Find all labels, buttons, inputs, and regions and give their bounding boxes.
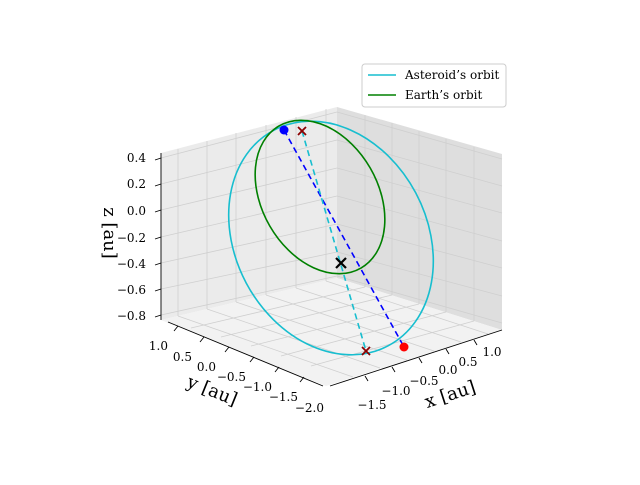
x-tick-mark bbox=[391, 366, 396, 373]
orbit-line bbox=[254, 119, 386, 275]
marker-earth-end bbox=[361, 346, 371, 356]
z-tick-label: 0.0 bbox=[127, 204, 146, 218]
grid-line bbox=[280, 311, 447, 357]
x-tick-label: −0.5 bbox=[409, 374, 438, 388]
y-tick-label: −1.0 bbox=[243, 380, 272, 394]
y-tick-mark bbox=[249, 356, 255, 363]
marker-asteroid-start bbox=[279, 125, 289, 135]
grid-line bbox=[160, 251, 338, 290]
z-tick-label: −0.8 bbox=[117, 309, 146, 323]
x-tick-mark bbox=[364, 375, 369, 382]
z-tick-mark bbox=[154, 183, 162, 187]
z-tick-mark bbox=[154, 209, 162, 213]
y-tick-label: 0.0 bbox=[197, 360, 216, 374]
y-tick-label: 0.5 bbox=[173, 350, 192, 364]
legend-label: Asteroid’s orbit bbox=[404, 68, 499, 82]
grid-line bbox=[160, 195, 338, 238]
grid-line bbox=[250, 303, 420, 347]
z-axis-title: z [au] bbox=[99, 207, 120, 259]
x-tick-label: 0.5 bbox=[458, 355, 477, 369]
grid-line bbox=[220, 294, 393, 338]
grid-line bbox=[160, 275, 338, 316]
connector-line bbox=[301, 130, 367, 352]
grid-line bbox=[160, 111, 338, 159]
position-markers bbox=[279, 125, 409, 356]
grid-line bbox=[206, 308, 381, 369]
marker-stroke bbox=[297, 126, 307, 136]
x-tick-label: 0.0 bbox=[438, 363, 457, 377]
marker-asteroid-end bbox=[399, 342, 409, 352]
z-tick-label: −0.2 bbox=[117, 231, 146, 245]
axis-lines bbox=[160, 153, 503, 387]
y-tick-label: −2.0 bbox=[295, 401, 324, 415]
grid-line bbox=[336, 167, 503, 214]
x-tick-label: −1.0 bbox=[381, 384, 410, 398]
grid-line bbox=[177, 315, 354, 378]
z-tick-mark bbox=[154, 157, 162, 161]
x-tick-mark bbox=[473, 339, 478, 346]
x-tick-label: −1.5 bbox=[357, 398, 386, 412]
grid-line bbox=[160, 139, 338, 185]
grid-line bbox=[336, 139, 503, 187]
grid-line bbox=[336, 111, 503, 160]
y-tick-label: −0.5 bbox=[217, 370, 246, 384]
x-tick-mark bbox=[418, 357, 423, 364]
connector-lines bbox=[283, 129, 405, 352]
z-tick-mark bbox=[154, 236, 162, 240]
z-tick-mark bbox=[154, 262, 162, 266]
z-tick-label: −0.6 bbox=[117, 283, 146, 297]
orbit-series bbox=[227, 119, 435, 356]
grid-line bbox=[265, 294, 435, 352]
grid-line bbox=[190, 286, 366, 329]
y-tick-mark bbox=[173, 325, 179, 332]
pane-floor bbox=[161, 278, 502, 386]
z-tick-label: 0.2 bbox=[127, 177, 146, 191]
grid-lines bbox=[160, 109, 503, 378]
grid-line bbox=[336, 275, 503, 324]
legend: Asteroid’s orbit Earth’s orbit bbox=[361, 63, 507, 108]
x-tick-mark bbox=[445, 348, 450, 355]
marker-stroke bbox=[361, 346, 371, 356]
pane-walls bbox=[161, 107, 502, 386]
tick-labels: 0.4 0.2 0.0 −0.2 −0.4 −0.6 −0.8 1.0 0.5 … bbox=[117, 151, 502, 415]
grid-line bbox=[160, 223, 338, 264]
y-tick-label: −1.5 bbox=[269, 390, 298, 404]
grid-line bbox=[336, 223, 503, 269]
pane-left bbox=[161, 107, 337, 320]
z-tick-label: 0.4 bbox=[127, 151, 146, 165]
y-tick-mark bbox=[274, 366, 280, 373]
legend-label: Earth’s orbit bbox=[405, 88, 482, 102]
x-axis-line bbox=[329, 329, 503, 387]
y-tick-mark bbox=[299, 376, 305, 383]
grid-line bbox=[336, 251, 503, 297]
z-tick-mark bbox=[154, 288, 162, 292]
tick-marks bbox=[154, 157, 478, 383]
y-axis-line bbox=[167, 321, 324, 387]
y-tick-label: 1.0 bbox=[149, 339, 168, 353]
legend-frame bbox=[361, 63, 507, 108]
x-tick-label: 1.0 bbox=[482, 345, 501, 359]
grid-line bbox=[336, 195, 503, 242]
grid-line bbox=[160, 167, 338, 211]
marker-sun bbox=[335, 257, 347, 269]
z-tick-label: −0.4 bbox=[117, 257, 147, 271]
connector-line bbox=[283, 129, 405, 348]
z-tick-mark bbox=[154, 314, 162, 318]
marker-stroke bbox=[335, 257, 347, 269]
y-tick-mark bbox=[224, 346, 230, 353]
marker-earth-start bbox=[297, 126, 307, 136]
y-tick-mark bbox=[199, 336, 205, 343]
